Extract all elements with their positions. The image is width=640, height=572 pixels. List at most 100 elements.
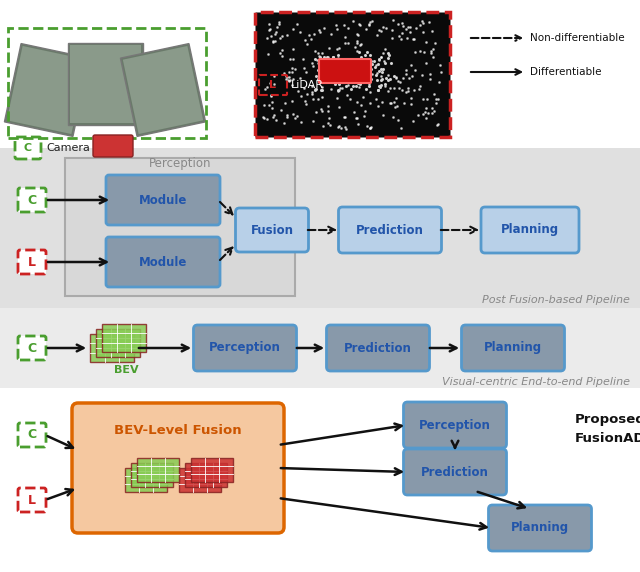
Point — [340, 33, 351, 42]
Point — [355, 65, 365, 74]
Point — [428, 45, 438, 54]
Point — [378, 22, 388, 31]
Point — [306, 35, 316, 44]
Text: BEV-Level Fusion: BEV-Level Fusion — [114, 424, 242, 438]
Point — [322, 62, 332, 71]
Point — [323, 119, 333, 128]
Point — [406, 71, 417, 80]
Point — [338, 73, 348, 82]
Point — [352, 97, 362, 106]
Point — [387, 98, 397, 107]
Point — [351, 47, 362, 56]
Point — [361, 24, 371, 33]
FancyBboxPatch shape — [4, 43, 90, 136]
Point — [413, 111, 423, 120]
Point — [310, 86, 320, 95]
Point — [314, 26, 324, 35]
Point — [365, 124, 375, 133]
Point — [408, 34, 418, 43]
Point — [317, 85, 327, 94]
Point — [360, 84, 371, 93]
Point — [367, 69, 377, 78]
Point — [424, 17, 434, 26]
Point — [337, 62, 348, 72]
Point — [364, 50, 374, 59]
Point — [373, 102, 383, 111]
Point — [316, 86, 326, 95]
Point — [312, 55, 322, 64]
Point — [323, 59, 333, 68]
Point — [276, 51, 287, 61]
Point — [415, 20, 425, 29]
Point — [310, 84, 321, 93]
Point — [312, 65, 323, 74]
Point — [277, 31, 287, 40]
Point — [352, 37, 362, 46]
Point — [374, 25, 384, 34]
Point — [304, 30, 314, 39]
Point — [307, 116, 317, 125]
Point — [290, 65, 300, 74]
Point — [387, 15, 397, 25]
Point — [288, 109, 298, 118]
Point — [296, 92, 307, 101]
Point — [427, 108, 437, 117]
Point — [280, 99, 290, 108]
Point — [389, 98, 399, 107]
Point — [274, 20, 284, 29]
FancyBboxPatch shape — [191, 458, 233, 482]
Point — [323, 106, 333, 116]
Point — [392, 19, 403, 29]
Point — [342, 73, 352, 82]
Point — [401, 25, 411, 34]
Point — [351, 29, 362, 38]
Point — [319, 52, 330, 61]
Point — [264, 19, 274, 29]
Point — [380, 45, 390, 54]
Point — [376, 65, 386, 74]
Point — [349, 43, 360, 52]
Point — [397, 29, 407, 38]
Point — [343, 23, 353, 33]
Point — [330, 55, 340, 65]
Point — [343, 69, 353, 78]
Point — [279, 119, 289, 128]
Point — [288, 74, 298, 84]
Point — [340, 66, 351, 75]
Point — [415, 82, 425, 91]
Point — [282, 76, 292, 85]
Point — [394, 77, 404, 86]
Point — [343, 38, 353, 47]
Text: Differentiable: Differentiable — [530, 67, 602, 77]
Point — [390, 93, 401, 102]
Text: C: C — [24, 143, 32, 153]
Point — [406, 94, 417, 103]
Point — [342, 90, 352, 99]
Point — [392, 101, 403, 110]
Point — [340, 124, 351, 133]
Text: Prediction: Prediction — [344, 341, 412, 355]
Point — [376, 74, 387, 84]
FancyBboxPatch shape — [18, 188, 46, 212]
Point — [358, 93, 368, 102]
Point — [307, 89, 317, 98]
Point — [333, 86, 343, 96]
Point — [309, 30, 319, 39]
Point — [307, 94, 317, 104]
Point — [258, 113, 268, 122]
Point — [270, 37, 280, 46]
Point — [431, 94, 442, 103]
Point — [379, 56, 389, 65]
Point — [271, 27, 281, 37]
Point — [269, 111, 279, 120]
Point — [340, 113, 350, 122]
Point — [337, 69, 347, 78]
Point — [334, 86, 344, 95]
Point — [347, 70, 357, 79]
Point — [282, 74, 292, 84]
Text: Module: Module — [139, 193, 187, 206]
Point — [420, 58, 431, 67]
Point — [330, 20, 340, 29]
Point — [378, 64, 388, 73]
Point — [385, 98, 395, 108]
